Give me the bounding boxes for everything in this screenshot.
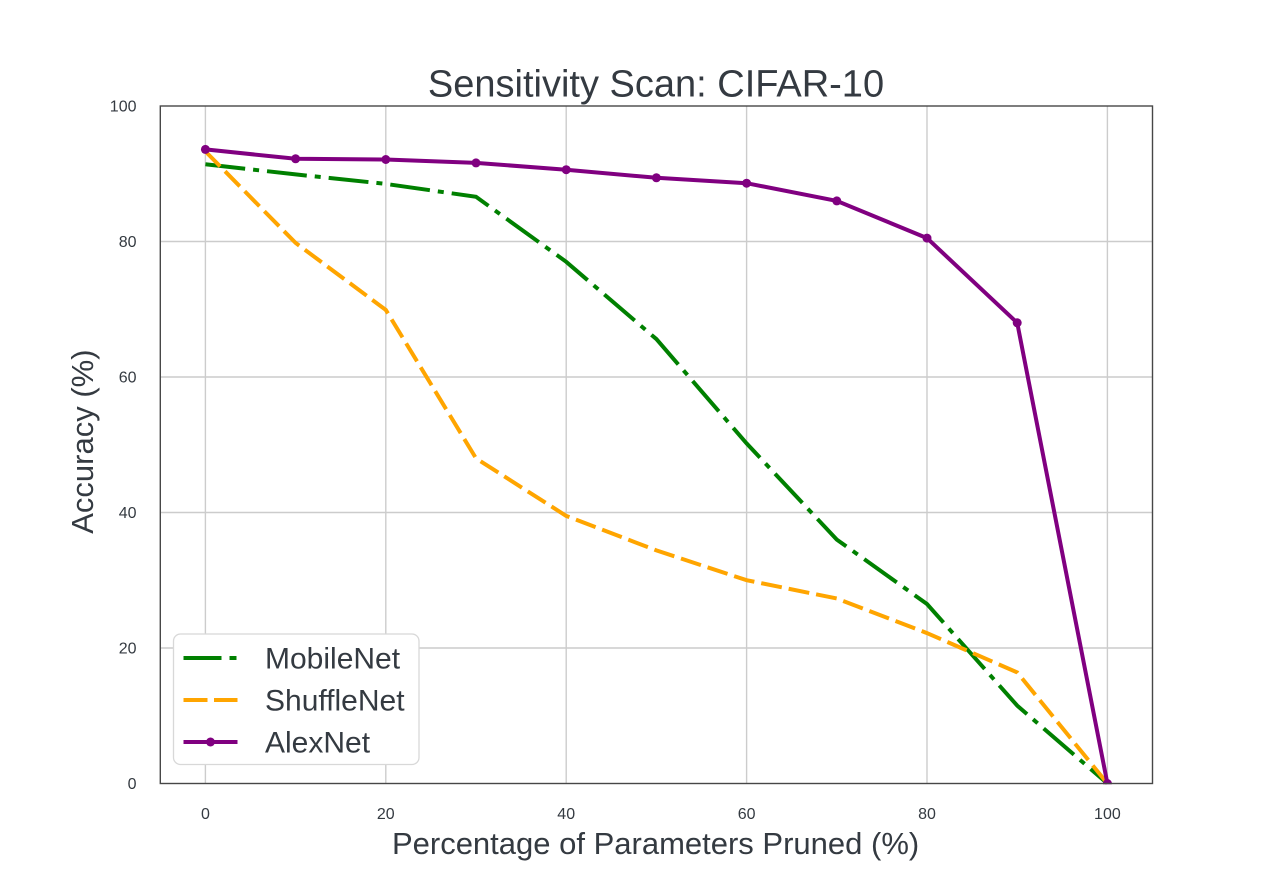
svg-text:40: 40 [119,505,137,522]
svg-text:20: 20 [119,641,137,658]
svg-text:MobileNet: MobileNet [265,643,401,676]
svg-text:0: 0 [128,776,137,793]
svg-text:Accuracy (%): Accuracy (%) [65,349,100,533]
svg-text:ShuffleNet: ShuffleNet [265,685,405,718]
svg-text:AlexNet: AlexNet [265,727,371,760]
svg-text:40: 40 [557,806,575,823]
svg-text:100: 100 [1094,806,1121,823]
svg-text:0: 0 [201,806,210,823]
svg-text:100: 100 [110,99,137,116]
svg-text:60: 60 [738,806,756,823]
svg-text:60: 60 [119,370,137,387]
svg-text:80: 80 [918,806,936,823]
svg-text:80: 80 [119,234,137,251]
svg-text:Percentage of Parameters Prune: Percentage of Parameters Pruned (%) [392,826,919,861]
svg-text:Sensitivity Scan: CIFAR-10: Sensitivity Scan: CIFAR-10 [428,64,884,106]
svg-text:20: 20 [377,806,395,823]
